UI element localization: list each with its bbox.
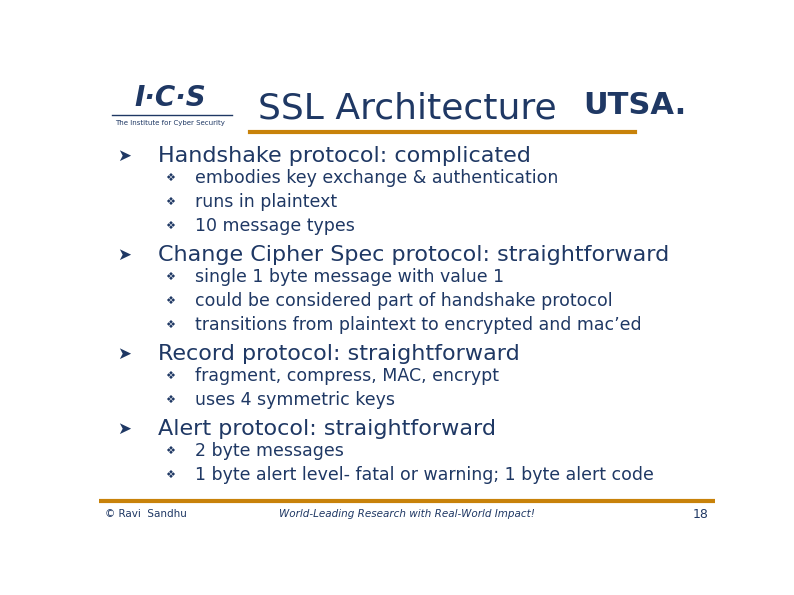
Text: ❖: ❖ bbox=[165, 446, 175, 456]
Text: ➤: ➤ bbox=[117, 345, 131, 363]
Text: ➤: ➤ bbox=[117, 246, 131, 264]
Text: 2 byte messages: 2 byte messages bbox=[195, 442, 344, 460]
Text: ❖: ❖ bbox=[165, 395, 175, 405]
Text: ❖: ❖ bbox=[165, 296, 175, 306]
Text: ❖: ❖ bbox=[165, 470, 175, 480]
Text: uses 4 symmetric keys: uses 4 symmetric keys bbox=[195, 391, 395, 409]
Text: could be considered part of handshake protocol: could be considered part of handshake pr… bbox=[195, 292, 612, 310]
Text: World-Leading Research with Real-World Impact!: World-Leading Research with Real-World I… bbox=[279, 509, 535, 519]
Text: ➤: ➤ bbox=[117, 147, 131, 165]
Text: The Institute for Cyber Security: The Institute for Cyber Security bbox=[115, 120, 225, 126]
Text: ❖: ❖ bbox=[165, 272, 175, 282]
Text: single 1 byte message with value 1: single 1 byte message with value 1 bbox=[195, 268, 503, 286]
Text: ❖: ❖ bbox=[165, 221, 175, 231]
Text: 18: 18 bbox=[692, 508, 708, 521]
Text: © Ravi  Sandhu: © Ravi Sandhu bbox=[106, 509, 187, 519]
Text: SSL Architecture: SSL Architecture bbox=[257, 91, 557, 125]
Text: ❖: ❖ bbox=[165, 371, 175, 381]
Text: embodies key exchange & authentication: embodies key exchange & authentication bbox=[195, 169, 558, 187]
Text: Alert protocol: straightforward: Alert protocol: straightforward bbox=[158, 419, 495, 439]
Text: ➤: ➤ bbox=[117, 420, 131, 438]
Text: 1 byte alert level- fatal or warning; 1 byte alert code: 1 byte alert level- fatal or warning; 1 … bbox=[195, 466, 653, 484]
Text: I·C·S: I·C·S bbox=[134, 84, 206, 112]
Text: ❖: ❖ bbox=[165, 197, 175, 207]
Text: fragment, compress, MAC, encrypt: fragment, compress, MAC, encrypt bbox=[195, 367, 499, 385]
Text: UTSA.: UTSA. bbox=[584, 91, 687, 120]
Text: Handshake protocol: complicated: Handshake protocol: complicated bbox=[158, 146, 530, 166]
Text: transitions from plaintext to encrypted and mac’ed: transitions from plaintext to encrypted … bbox=[195, 316, 642, 334]
Text: ❖: ❖ bbox=[165, 320, 175, 330]
Text: Change Cipher Spec protocol: straightforward: Change Cipher Spec protocol: straightfor… bbox=[158, 245, 669, 265]
Text: Record protocol: straightforward: Record protocol: straightforward bbox=[158, 344, 519, 364]
Text: ❖: ❖ bbox=[165, 173, 175, 183]
Text: runs in plaintext: runs in plaintext bbox=[195, 193, 337, 211]
Text: 10 message types: 10 message types bbox=[195, 217, 354, 235]
